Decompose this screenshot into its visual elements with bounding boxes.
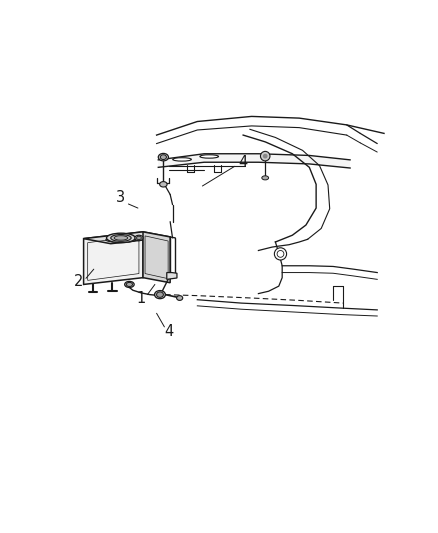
Polygon shape bbox=[158, 154, 350, 168]
Ellipse shape bbox=[177, 296, 183, 301]
Circle shape bbox=[263, 154, 268, 158]
Circle shape bbox=[261, 151, 270, 161]
Ellipse shape bbox=[160, 155, 166, 159]
Ellipse shape bbox=[127, 282, 132, 286]
Polygon shape bbox=[167, 272, 177, 279]
Ellipse shape bbox=[111, 235, 131, 241]
Ellipse shape bbox=[158, 154, 169, 161]
Ellipse shape bbox=[159, 182, 167, 187]
Ellipse shape bbox=[173, 158, 191, 161]
Text: 3: 3 bbox=[117, 190, 126, 205]
Ellipse shape bbox=[200, 155, 219, 158]
Text: 4: 4 bbox=[164, 325, 173, 340]
Polygon shape bbox=[84, 232, 143, 285]
Text: 4: 4 bbox=[239, 155, 248, 169]
Circle shape bbox=[277, 251, 284, 257]
Ellipse shape bbox=[114, 236, 128, 240]
Ellipse shape bbox=[125, 281, 134, 287]
Ellipse shape bbox=[106, 233, 135, 243]
Ellipse shape bbox=[135, 235, 143, 241]
Polygon shape bbox=[84, 232, 170, 244]
Text: 1: 1 bbox=[137, 290, 146, 305]
Circle shape bbox=[274, 248, 286, 260]
Polygon shape bbox=[143, 232, 170, 282]
Ellipse shape bbox=[137, 236, 141, 240]
Ellipse shape bbox=[155, 290, 166, 298]
Ellipse shape bbox=[262, 176, 268, 180]
Text: 2: 2 bbox=[74, 273, 83, 288]
Ellipse shape bbox=[157, 292, 163, 297]
